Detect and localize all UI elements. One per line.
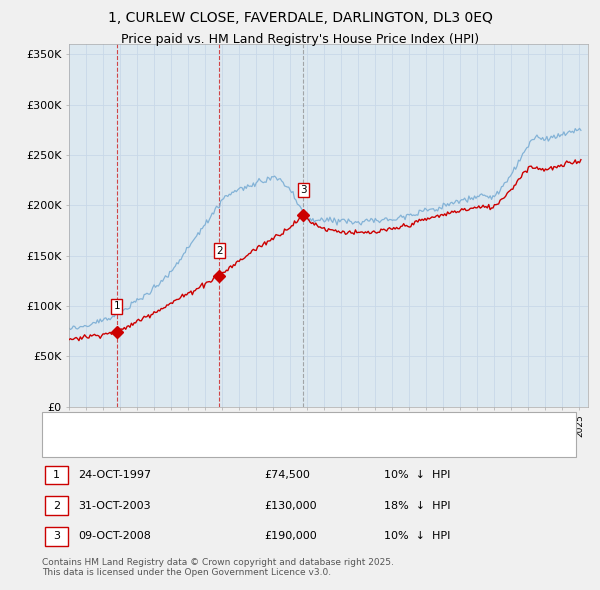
Text: 2: 2 <box>216 245 223 255</box>
Text: £130,000: £130,000 <box>264 501 317 510</box>
Text: Price paid vs. HM Land Registry's House Price Index (HPI): Price paid vs. HM Land Registry's House … <box>121 33 479 46</box>
Text: 2: 2 <box>53 501 60 510</box>
Text: 3: 3 <box>53 532 60 541</box>
Text: Contains HM Land Registry data © Crown copyright and database right 2025.
This d: Contains HM Land Registry data © Crown c… <box>42 558 394 577</box>
Text: 1: 1 <box>53 470 60 480</box>
Text: 3: 3 <box>300 185 307 195</box>
Text: £74,500: £74,500 <box>264 470 310 480</box>
Text: 24-OCT-1997: 24-OCT-1997 <box>78 470 151 480</box>
Text: 10%  ↓  HPI: 10% ↓ HPI <box>384 470 451 480</box>
Text: HPI: Average price, detached house, Darlington: HPI: Average price, detached house, Darl… <box>87 440 319 449</box>
Text: 1: 1 <box>113 301 120 312</box>
Text: 10%  ↓  HPI: 10% ↓ HPI <box>384 532 451 541</box>
Text: 09-OCT-2008: 09-OCT-2008 <box>78 532 151 541</box>
Text: £190,000: £190,000 <box>264 532 317 541</box>
Text: 1, CURLEW CLOSE, FAVERDALE, DARLINGTON, DL3 0EQ: 1, CURLEW CLOSE, FAVERDALE, DARLINGTON, … <box>107 11 493 25</box>
Text: 18%  ↓  HPI: 18% ↓ HPI <box>384 501 451 510</box>
Text: 31-OCT-2003: 31-OCT-2003 <box>78 501 151 510</box>
Text: 1, CURLEW CLOSE, FAVERDALE, DARLINGTON, DL3 0EQ (detached house): 1, CURLEW CLOSE, FAVERDALE, DARLINGTON, … <box>87 421 447 431</box>
